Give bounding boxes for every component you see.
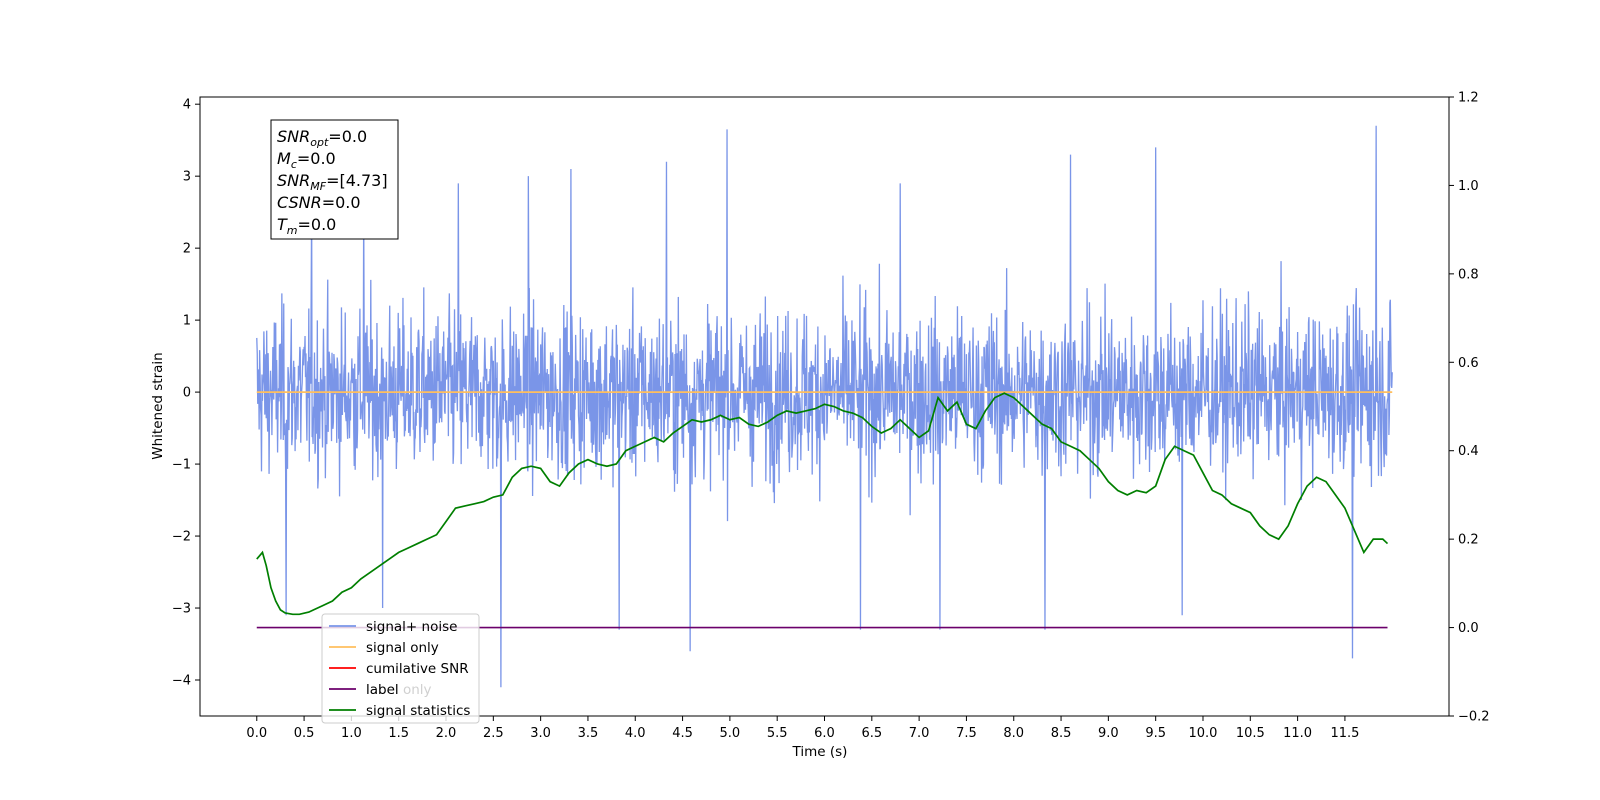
signal-statistics-line (256, 392, 1389, 616)
y-left-tick-label: −3 (172, 602, 191, 617)
y-left-tick-label: −4 (172, 674, 191, 689)
y-axis-right: −0.2 0.0 0.2 0.4 0.6 0.8 1.0 1.2 (1449, 91, 1490, 725)
y-left-tick-label: −2 (172, 530, 191, 545)
signal-noise-line (256, 125, 1393, 688)
legend-label: cumilative SNR (366, 661, 469, 677)
x-tick-label: 3.0 (530, 726, 551, 741)
x-tick-label: 10.5 (1236, 726, 1265, 741)
y-left-tick-label: −1 (172, 458, 191, 473)
legend-hidden-text: label only (366, 682, 432, 698)
y-right-tick-label: 0.0 (1458, 621, 1479, 636)
x-axis-label: Time (s) (792, 744, 848, 760)
legend-label: signal statistics (366, 703, 470, 719)
x-tick-label: 9.0 (1098, 726, 1119, 741)
y-left-tick-label: 4 (183, 98, 191, 113)
legend-frame (321, 613, 480, 724)
y-right-tick-label: −0.2 (1458, 710, 1490, 725)
x-tick-label: 6.0 (814, 726, 835, 741)
y-right-tick-label: 1.0 (1458, 179, 1479, 194)
x-tick-label: 9.5 (1145, 726, 1166, 741)
annotation-frame (270, 119, 399, 240)
x-tick-label: 7.0 (909, 726, 930, 741)
x-tick-label: 5.0 (720, 726, 741, 741)
legend-label: signal only (366, 640, 439, 656)
x-tick-label: 8.5 (1051, 726, 1072, 741)
legend: label only signal+ noise signal only cumil… (321, 613, 480, 724)
legend-label: label (366, 682, 399, 698)
annotation-line: SNRopt=0.0 (277, 127, 367, 149)
x-tick-label: 10.0 (1189, 726, 1218, 741)
annotation-line: Tm=0.0 (277, 215, 336, 237)
x-axis: 0.0 0.5 1.0 1.5 2.0 2.5 3.0 3.5 4.0 4.5 5.0 5.5 6.0 6… (246, 716, 1359, 741)
x-tick-label: 6.5 (861, 726, 882, 741)
x-tick-label: 11.0 (1283, 726, 1312, 741)
y-right-tick-label: 0.4 (1458, 444, 1479, 459)
x-tick-label: 4.0 (625, 726, 646, 741)
annotation-line: SNRMF=[4.73] (277, 171, 388, 193)
x-tick-label: 3.5 (578, 726, 599, 741)
x-tick-label: 11.5 (1330, 726, 1359, 741)
x-tick-label: 8.0 (1003, 726, 1024, 741)
x-tick-label: 2.0 (436, 726, 457, 741)
x-tick-label: 4.5 (672, 726, 693, 741)
annotation-line: CSNR=0.0 (277, 193, 361, 212)
y-left-tick-label: 2 (183, 242, 191, 257)
x-tick-label: 2.5 (483, 726, 504, 741)
y-right-tick-label: 0.8 (1458, 267, 1479, 282)
annotation-line: Mc=0.0 (277, 149, 336, 171)
y-axis-label: Whitened strain (150, 352, 166, 459)
legend-label: signal+ noise (366, 619, 457, 635)
x-tick-label: 1.5 (388, 726, 409, 741)
y-right-tick-label: 1.2 (1458, 91, 1479, 106)
y-axis-left: −4 −3 −2 −1 0 1 2 3 4 (172, 98, 200, 689)
signal-noise-series (256, 125, 1393, 688)
x-tick-label: 7.5 (956, 726, 977, 741)
x-tick-label: 0.0 (246, 726, 267, 741)
y-right-tick-label: 0.6 (1458, 356, 1479, 371)
y-left-tick-label: 3 (183, 170, 191, 185)
y-left-tick-label: 1 (183, 314, 191, 329)
x-tick-label: 5.5 (767, 726, 788, 741)
y-left-tick-label: 0 (183, 386, 191, 401)
x-tick-label: 0.5 (294, 726, 315, 741)
y-right-tick-label: 0.2 (1458, 533, 1479, 548)
x-tick-label: 1.0 (341, 726, 362, 741)
